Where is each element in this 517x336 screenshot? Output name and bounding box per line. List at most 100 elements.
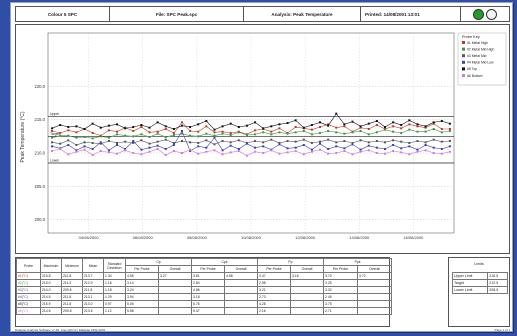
data-point xyxy=(432,146,435,149)
data-point xyxy=(237,126,240,128)
data-point xyxy=(148,136,151,138)
data-point xyxy=(262,141,265,144)
data-point xyxy=(278,142,281,144)
data-point xyxy=(67,153,70,156)
limits-title: Limits xyxy=(474,262,484,266)
data-point xyxy=(189,150,192,152)
x-tick-label: 08/08/2000 xyxy=(133,235,154,240)
peak-temperature-chart: 220.0 215.0 210.0 205.0 200.0 04/08/2000 08/0… xyxy=(20,32,507,240)
data-point xyxy=(351,120,354,123)
data-point xyxy=(59,124,62,126)
cell-cpk-all xyxy=(224,307,258,315)
data-point xyxy=(367,141,370,144)
data-point xyxy=(148,146,151,149)
data-point xyxy=(91,122,94,125)
data-point xyxy=(237,131,240,134)
data-point xyxy=(254,146,257,149)
data-point xyxy=(343,150,346,152)
data-point xyxy=(278,143,281,146)
data-point xyxy=(205,125,208,128)
data-point xyxy=(148,131,151,134)
data-point xyxy=(392,130,395,133)
cell-cp: 4.55 xyxy=(125,272,159,280)
data-point xyxy=(286,122,289,124)
data-point xyxy=(351,142,354,144)
data-point xyxy=(124,140,127,143)
data-point xyxy=(189,134,192,137)
data-point xyxy=(156,140,159,143)
analysis-type: Analysis: Peak Temperature xyxy=(244,7,361,21)
data-point xyxy=(254,150,257,153)
series-lines xyxy=(51,112,451,157)
cell-cpk: 2.84 xyxy=(191,279,225,287)
cell-ppk: 2.45 xyxy=(323,293,358,301)
data-point xyxy=(51,127,54,130)
limits-panel: Limits Upper Limit 216.5 Target 212.5 Lowe… xyxy=(448,257,510,327)
data-point xyxy=(164,138,167,141)
y-axis-ticks: 220.0 215.0 210.0 205.0 200.0 xyxy=(35,84,46,222)
data-point xyxy=(124,149,127,152)
data-point xyxy=(245,124,248,127)
data-point xyxy=(448,140,451,142)
data-point xyxy=(286,147,289,150)
data-point xyxy=(140,124,143,126)
cell-pp: 3.47 xyxy=(257,272,291,280)
data-point xyxy=(400,124,403,126)
data-point xyxy=(432,128,435,130)
cell-pp: 4.28 xyxy=(257,300,291,308)
legend-marker-icon xyxy=(462,60,465,64)
cell-mean: 211.8 xyxy=(82,286,104,294)
data-point xyxy=(189,141,192,144)
y-tick-label: 215.0 xyxy=(35,117,46,122)
data-point xyxy=(262,127,265,130)
data-point xyxy=(99,141,102,144)
sub-overall: Overall xyxy=(224,265,258,273)
report-header: Colour 5 SPC File: SPC Peak.spc Analysis… xyxy=(15,6,510,22)
data-point xyxy=(254,133,257,136)
x-tick-label: 16/08/2000 xyxy=(403,235,424,240)
data-point xyxy=(424,126,427,129)
legend-marker-icon xyxy=(462,41,465,44)
cell-cp: 5.05 xyxy=(125,300,159,308)
cell-pp: 2.98 xyxy=(257,279,291,287)
limit-lines: Upper Target Lower xyxy=(48,112,454,164)
cell-mean: 213.1 xyxy=(82,293,104,301)
data-point xyxy=(319,121,322,124)
cell-probe: #5(°C) xyxy=(16,300,41,308)
data-point xyxy=(197,142,200,144)
legend-label: #3 Metal Mid xyxy=(467,54,487,58)
data-point xyxy=(172,128,175,130)
legend-marker-icon xyxy=(462,67,465,71)
cell-pp: 2.73 xyxy=(257,293,291,301)
data-point xyxy=(375,120,378,122)
cell-sd: 1.34 xyxy=(103,272,126,280)
cell-cpk-all xyxy=(224,286,258,294)
data-point xyxy=(392,139,395,142)
data-point xyxy=(367,133,370,136)
data-point xyxy=(124,148,127,150)
data-point xyxy=(229,132,232,134)
cell-ppk: 3.75 xyxy=(323,300,358,308)
limit-label: Upper Limit xyxy=(451,272,489,280)
data-point xyxy=(383,128,386,131)
data-point xyxy=(432,121,435,124)
cell-pp-all: 3.16 xyxy=(290,272,324,280)
data-point xyxy=(262,145,265,148)
cell-min: 211.0 xyxy=(61,279,83,287)
data-point xyxy=(375,140,378,142)
data-point xyxy=(205,132,208,135)
series-line xyxy=(52,148,450,157)
cell-ppk-all xyxy=(357,300,392,308)
data-point xyxy=(375,146,378,149)
data-point xyxy=(286,140,289,142)
data-point xyxy=(392,125,395,128)
data-point xyxy=(140,139,143,142)
data-point xyxy=(319,132,322,134)
data-point xyxy=(75,150,78,153)
limit-row: Lower Limit 208.5 xyxy=(451,286,508,294)
cell-max: 215.8 xyxy=(40,272,62,280)
cell-pp: 3.21 xyxy=(257,286,291,294)
pass-light-icon xyxy=(473,8,484,20)
data-point xyxy=(400,132,403,134)
